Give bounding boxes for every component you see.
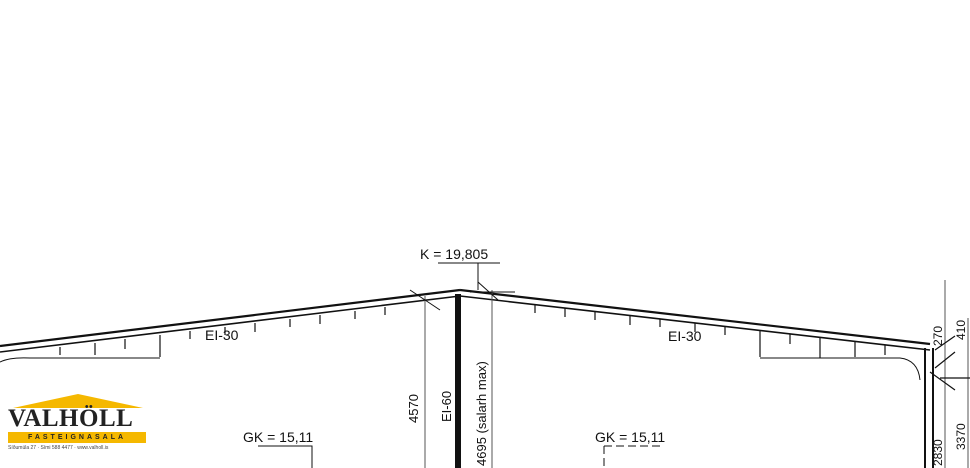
floor-marker-right xyxy=(603,445,660,468)
right-wall xyxy=(924,348,934,468)
ridge-level-label: K = 19,805 xyxy=(420,246,488,262)
dim-edge-3: 3370 xyxy=(954,423,968,450)
logo-address: Síðumúla 27 · Sími 588 4477 · www.valhol… xyxy=(8,445,109,451)
logo-tagline: FASTEIGNASALA xyxy=(8,432,146,443)
dim-edge-2: 410 xyxy=(954,320,968,340)
dim-edge-1: 270 xyxy=(931,326,945,346)
edge-dim-ticks xyxy=(929,335,970,391)
roof-ticks xyxy=(59,305,886,358)
valholl-logo: VALHÖLL FASTEIGNASALA Síðumúla 27 · Sími… xyxy=(8,392,148,451)
edge-dim-lines xyxy=(944,280,969,468)
dim-edge-4: 2830 xyxy=(931,439,945,466)
ridge-dim-ticks xyxy=(409,281,515,311)
floor-level-left: GK = 15,11 xyxy=(243,429,313,445)
roof-right xyxy=(459,288,931,346)
logo-name: VALHÖLL xyxy=(8,405,134,432)
floor-level-right: GK = 15,11 xyxy=(595,429,665,445)
roof-left-inner xyxy=(0,295,461,353)
roof-left xyxy=(0,288,461,348)
ridge-leader xyxy=(438,262,500,290)
roof-rating-right: EI-30 xyxy=(668,328,702,344)
ceiling-left xyxy=(0,357,160,363)
roof-rating-left: EI-30 xyxy=(205,327,239,343)
ceiling-right xyxy=(760,357,921,381)
roof-logo-icon xyxy=(13,394,143,408)
wall-rating-label: EI-60 xyxy=(439,391,454,422)
dim-left-label: 4570 xyxy=(406,394,421,423)
dim-right-label: 4695 (salarh max) xyxy=(474,361,489,466)
floor-marker-left xyxy=(258,445,313,468)
